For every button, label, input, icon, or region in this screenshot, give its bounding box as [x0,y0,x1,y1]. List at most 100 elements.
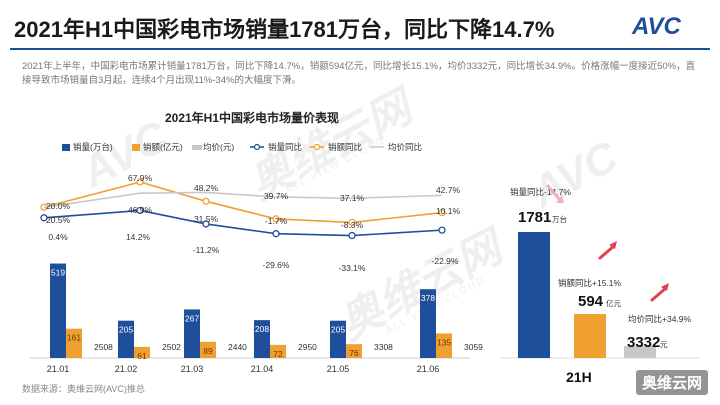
bar-volume [254,320,270,358]
series-data-label: 20.0% [46,201,71,211]
x-tick-label: 21.05 [327,364,350,374]
summary-value: 3332 [627,334,660,351]
summary-text: 2021年上半年，中国彩电市场累计销量1781万台，同比下降14.7%，销额59… [22,61,696,86]
x-tick-label: 21.06 [417,364,440,374]
summary-bar [624,346,656,358]
page-title: 2021年H1中国彩电市场销量1781万台，同比下降14.7% [14,17,555,42]
series-data-label: 0.4% [48,232,68,242]
bar-amount [436,333,452,358]
avc-logo: AVC [631,13,682,40]
price-value-label: 2502 [162,342,181,352]
series-point [272,215,280,223]
series-data-label: 10.1% [436,206,461,216]
series-data-label: 42.7% [436,185,461,195]
summary-bar [518,232,550,358]
series-point [202,197,210,205]
series-data-label: 14.2% [126,232,151,242]
bar-amount [346,344,362,358]
series-data-label: -8.3% [341,220,364,230]
chart-title: 2021年H1中国彩电市场量价表现 [165,110,339,125]
bar-volume [330,320,346,358]
bar-amount-label: 89 [203,346,213,356]
data-source: 数据来源：奥维云网(AVC)推总 [22,384,145,394]
legend-label: 销额(亿元) [143,142,183,152]
series-point [348,231,356,240]
bar-amount-label: 61 [137,351,147,361]
bar-amount-label: 72 [273,349,283,359]
series-data-label: -11.2% [193,245,220,255]
series-data-label: 31.5% [194,214,219,224]
bar-amount [200,341,216,358]
series-data-label: 39.7% [264,191,289,201]
series-point [202,220,210,228]
series-data-label: 20.5% [46,215,71,225]
series-point [348,218,356,227]
bar-volume-label: 378 [421,293,435,303]
x-tick-label: 21.04 [251,364,274,374]
series-point [438,226,446,234]
x-tick-label: 21.02 [115,364,138,374]
svg-text:AVC: AVC [631,13,682,40]
bar-volume-label: 267 [185,313,199,323]
summary-unit: 亿元 [606,298,621,308]
bar-amount-label: 161 [67,333,81,343]
series-data-label: 48.2% [194,183,219,193]
series-point [40,214,48,222]
price-value-label: 2950 [298,342,317,352]
bar-volume-label: 205 [331,325,345,335]
bar-volume-label: 519 [51,268,65,278]
summary-value: 594 [578,293,604,310]
trend-arrow [650,286,668,302]
bar-volume-label: 208 [255,324,269,334]
series-point [272,230,280,238]
price-value-label: 2508 [94,342,113,352]
legend-swatch [192,145,202,150]
series-data-label: 37.1% [340,193,365,203]
bar-volume-label: 205 [119,325,133,335]
series-data-label: -1.7% [265,216,288,226]
bar-amount [270,344,286,358]
bar-volume [420,289,436,358]
series-point [136,206,144,215]
trend-arrow [546,184,562,202]
x-tick-label: 21.01 [47,364,70,374]
series-data-label: 67.9% [128,173,153,183]
series-line [43,191,443,209]
trend-arrowhead [556,195,564,203]
summary-bar [574,314,606,358]
bar-amount-label: 76 [349,348,359,358]
price-value-label: 3308 [374,342,393,352]
price-value-label: 3059 [464,342,483,352]
legend-label: 均价(元) [203,142,234,152]
bar-amount [134,346,150,358]
bar-volume [50,263,66,358]
trend-arrowhead [609,241,617,249]
title-divider [10,48,710,50]
series-line [43,209,443,237]
legend-marker [313,143,321,151]
series-data-label: -22.9% [432,256,459,266]
trend-arrow [598,244,616,260]
summary-annotation: 销额同比+15.1% [558,278,622,288]
bar-amount-label: 135 [437,337,451,347]
legend-label: 销量同比 [268,142,302,152]
legend-label: 销额同比 [328,142,362,152]
summary-annotation: 销量同比-14.7% [510,187,571,197]
series-data-label: -29.6% [263,260,290,270]
legend-label: 均价同比 [388,142,422,152]
series-line [43,181,443,224]
series-point [438,208,446,217]
brand-watermark: 奥维云网 [635,370,708,395]
series-data-label: 46.9% [128,205,153,215]
series-data-label: -33.1% [339,263,366,273]
legend-swatch [62,144,70,151]
legend-label: 销量(万台) [73,142,113,152]
legend-swatch [132,144,140,151]
summary-annotation: 均价同比+34.9% [628,314,692,324]
summary-value: 1781 [518,209,551,226]
summary-partial-label: 21H [566,369,592,385]
bar-volume [184,309,200,358]
price-value-label: 2440 [228,342,247,352]
bar-amount [66,328,82,358]
